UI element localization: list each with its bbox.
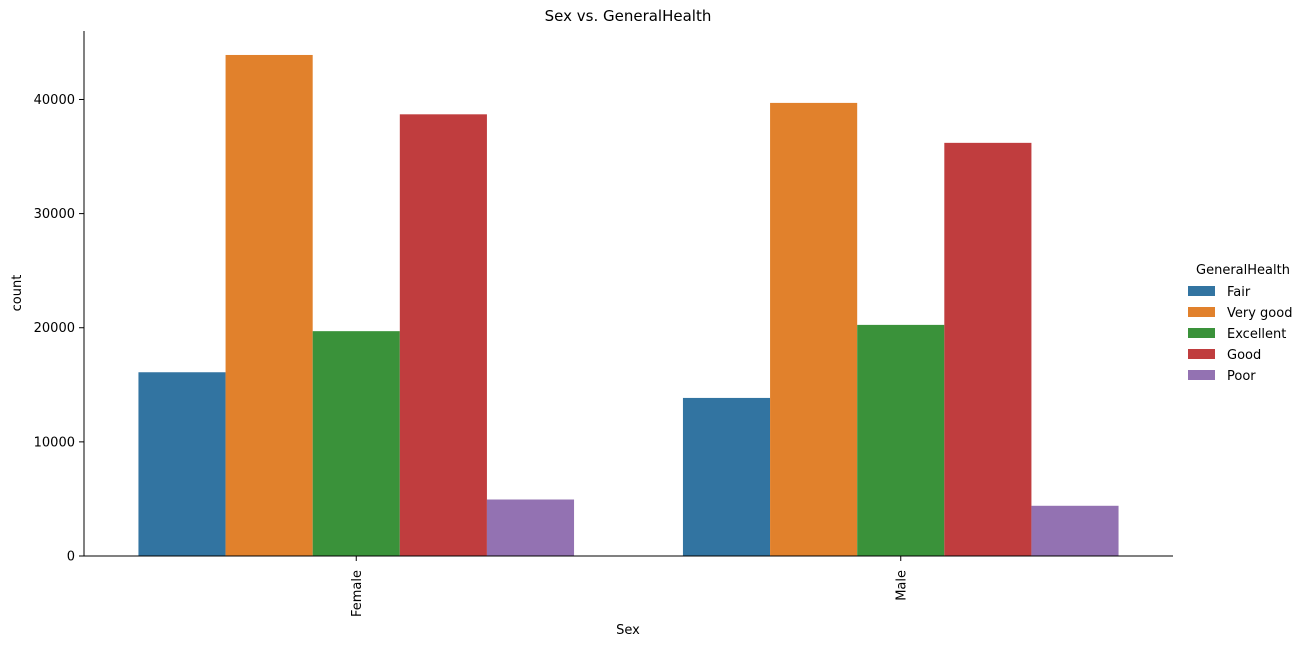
legend-swatch-very-good bbox=[1188, 307, 1215, 317]
bar-male-excellent bbox=[857, 324, 945, 556]
x-axis: Female Male bbox=[84, 555, 1173, 617]
y-tick-label: 10000 bbox=[34, 435, 75, 450]
legend: GeneralHealth Fair Very good Excellent Good… bbox=[1188, 263, 1292, 384]
legend-title: GeneralHealth bbox=[1196, 263, 1290, 278]
y-tick-label: 0 bbox=[67, 550, 75, 565]
legend-swatch-fair bbox=[1188, 286, 1215, 296]
x-axis-label: Sex bbox=[616, 623, 640, 638]
bar-female-good bbox=[399, 114, 487, 556]
legend-swatch-poor bbox=[1188, 370, 1215, 380]
y-axis-label: count bbox=[10, 275, 25, 312]
bar-female-very-good bbox=[225, 54, 313, 556]
chart-title: Sex vs. GeneralHealth bbox=[545, 7, 712, 25]
bar-female-fair bbox=[138, 372, 226, 556]
legend-label-poor: Poor bbox=[1227, 369, 1256, 384]
bar-male-very-good bbox=[770, 102, 858, 557]
y-axis: 0 10000 20000 30000 40000 bbox=[34, 31, 85, 565]
x-tick-label-male: Male bbox=[894, 570, 909, 601]
legend-label-good: Good bbox=[1227, 348, 1261, 363]
y-tick-label: 20000 bbox=[34, 321, 75, 336]
y-tick-label: 40000 bbox=[34, 93, 75, 108]
bar-male-poor bbox=[1031, 505, 1119, 556]
bar-female-excellent bbox=[312, 331, 400, 556]
legend-swatch-good bbox=[1188, 349, 1215, 359]
bar-female-poor bbox=[486, 499, 575, 556]
bar-male-fair bbox=[682, 397, 771, 556]
bar-male-good bbox=[944, 142, 1032, 556]
y-tick-label: 30000 bbox=[34, 207, 75, 222]
x-tick-label-female: Female bbox=[350, 570, 365, 617]
legend-swatch-excellent bbox=[1188, 328, 1215, 338]
bars-group bbox=[138, 54, 1119, 557]
legend-label-very-good: Very good bbox=[1227, 306, 1292, 321]
legend-label-excellent: Excellent bbox=[1227, 327, 1286, 342]
legend-label-fair: Fair bbox=[1227, 285, 1251, 300]
